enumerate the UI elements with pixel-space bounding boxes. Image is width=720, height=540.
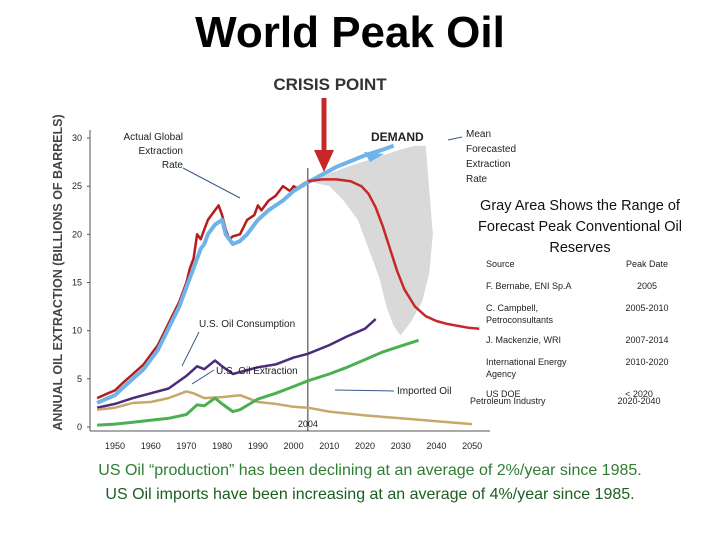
series-line xyxy=(96,390,473,426)
x-tick-label: 2010 xyxy=(319,441,339,451)
series-line xyxy=(307,178,480,330)
y-tick-label: 30 xyxy=(72,133,82,143)
peak-cell: 2020-2040 xyxy=(617,396,661,406)
annotation-us-consumption: U.S. Oil Consumption xyxy=(199,319,295,330)
series-line xyxy=(96,318,377,409)
source-header: Source xyxy=(486,259,515,269)
annotation-imported-oil: Imported Oil xyxy=(397,386,451,397)
gray-area-note: Gray Area Shows the Range of Forecast Pe… xyxy=(478,198,682,256)
x-tick-label: 1960 xyxy=(141,441,161,451)
y-tick-label: 0 xyxy=(77,422,82,432)
source-cell: C. Campbell, Petroconsultants xyxy=(486,303,554,325)
slide-title: World Peak Oil xyxy=(195,8,505,57)
source-cell: J. Mackenzie, WRI xyxy=(486,335,562,345)
x-tick-label: 2030 xyxy=(391,441,411,451)
annotation-mean-forecast: Mean xyxy=(466,129,491,140)
chart-title: CRISIS POINT xyxy=(273,75,387,94)
annotation-mean-forecast: Forecasted xyxy=(466,144,516,155)
y-tick-label: 5 xyxy=(77,374,82,384)
y-axis-label: ANNUAL OIL EXTRACTION (BILLIONS OF BARRE… xyxy=(51,114,65,430)
source-cell: F. Bernabe, ENI Sp.A xyxy=(486,281,572,291)
forecast-range-area xyxy=(307,145,433,336)
leader-line xyxy=(182,167,241,199)
x-tick-label: 2050 xyxy=(462,441,482,451)
x-tick-label: 2000 xyxy=(284,441,304,451)
source-cell: International Energy Agency xyxy=(486,357,567,379)
annotation-us-extraction: U.S. Oil Extraction xyxy=(216,366,298,377)
peak-cell: 2010-2020 xyxy=(625,357,669,367)
leader-line xyxy=(447,136,463,141)
annotation-actual-global: Extraction xyxy=(139,146,183,157)
y-tick-label: 15 xyxy=(72,278,82,288)
annotation-actual-global: Rate xyxy=(162,160,184,171)
series-line xyxy=(97,338,420,427)
y-tick-label: 10 xyxy=(72,326,82,336)
annotation-mean-forecast: Rate xyxy=(466,174,488,185)
peak-cell: < 2020 xyxy=(625,389,653,399)
y-tick-label: 20 xyxy=(72,229,82,239)
x-tick-label: 2020 xyxy=(355,441,375,451)
crisis-arrow-head xyxy=(314,150,334,172)
leader-line xyxy=(334,389,395,392)
y-tick-label: 25 xyxy=(72,181,82,191)
source-cell: Petroleum Industry xyxy=(470,396,546,406)
annotation-mean-forecast: Extraction xyxy=(466,159,510,170)
leader-line xyxy=(181,331,200,367)
peak-cell: 2005-2010 xyxy=(625,303,669,313)
footer-line-1: US Oil “production” has been declining a… xyxy=(98,462,642,479)
peak-cell: 2007-2014 xyxy=(625,335,669,345)
peak-date-header: Peak Date xyxy=(625,259,669,269)
marker-year-label: 2004 xyxy=(298,419,318,429)
footer-line-2: US Oil imports have been increasing at a… xyxy=(105,486,635,503)
source-cell: US DOE xyxy=(486,389,521,399)
x-tick-label: 1950 xyxy=(105,441,125,451)
x-tick-label: 1990 xyxy=(248,441,268,451)
demand-arrow-head xyxy=(364,152,384,162)
peak-cell: 2005 xyxy=(636,281,658,291)
series-line xyxy=(96,180,309,400)
x-tick-label: 1970 xyxy=(176,441,196,451)
annotation-demand: DEMAND xyxy=(371,130,424,144)
x-tick-label: 2040 xyxy=(426,441,446,451)
annotation-actual-global: Actual Global xyxy=(124,132,183,143)
leader-line xyxy=(191,369,215,385)
x-tick-label: 1980 xyxy=(212,441,232,451)
